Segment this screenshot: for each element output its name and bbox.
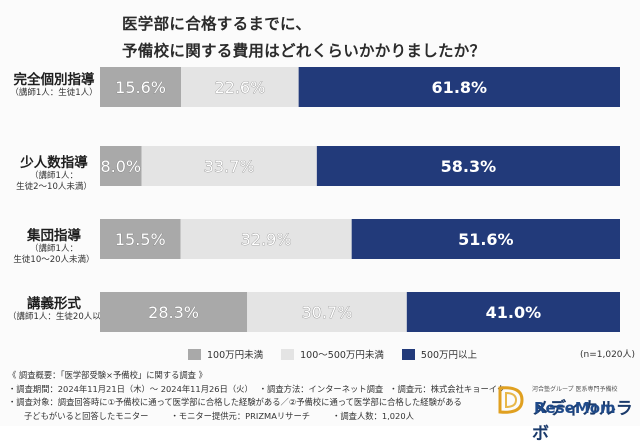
data-label-100-500-1: 33.7%	[204, 157, 255, 176]
legend-label-over-500: 500万円以上	[420, 350, 478, 361]
legend-swatch-under-100	[188, 348, 201, 360]
bar-100-500-3	[247, 292, 407, 332]
legend-swatch-100-500	[281, 348, 295, 360]
legend-item-under-100: 100万円未満	[188, 347, 263, 361]
data-label-over-500-1: 58.3%	[441, 157, 497, 176]
category-sub-1-0: （講師1人：	[30, 171, 78, 181]
category-name-1: 少人数指導	[20, 155, 88, 171]
legend-item-100-500: 100〜500万円未満	[281, 347, 384, 361]
data-label-under-100-2: 15.5%	[115, 230, 166, 249]
legend-label-100-500: 100〜500万円未満	[300, 350, 384, 361]
survey-notes: 《 調査概要：「医学部受験×予備校」に関する調査 》 ・調査期間：2024年11…	[8, 369, 505, 423]
category-label-2: 集団指導 （講師1人： 生徒10〜20人未満）	[8, 224, 100, 266]
bar-under-100-3	[100, 292, 248, 332]
notes-line-4: 子どもがいると回答したモニター ・モニター提供元：PRIZMAリサーチ ・調査人…	[8, 410, 505, 424]
legend-item-over-500: 500万円以上	[401, 347, 478, 361]
bar-100-500-1	[141, 146, 317, 186]
data-label-under-100-0: 15.6%	[115, 78, 166, 97]
notes-period: ・調査期間：2024年11月21日（木）〜 2024年11月26日（火）	[8, 383, 253, 394]
bar-100-500-0	[181, 67, 299, 107]
category-label-0: 完全個別指導 （講師1人：生徒1人）	[8, 68, 100, 99]
notes-source: ・調査元：株式会社キョーイク	[389, 383, 506, 394]
notes-line-3: ・調査対象：調査回答時に①予備校に通って医学部に合格した経験がある／②予備校に通…	[8, 397, 462, 407]
notes-count: ・調査人数：1,020人	[332, 410, 414, 421]
data-label-100-500-0: 22.6%	[214, 78, 265, 97]
category-label-3: 講義形式 （講師1人：生徒20人以上）	[8, 292, 118, 323]
bar-over-500-2	[351, 219, 620, 259]
category-sub-0-0: （講師1人：生徒1人）	[10, 88, 98, 98]
data-label-100-500-3: 30.7%	[302, 303, 353, 322]
chart-title-line1: 医学部に合格するまでに、	[122, 15, 312, 33]
data-label-over-500-0: 61.8%	[432, 78, 488, 97]
category-sub-2-1: 生徒10〜20人未満）	[13, 255, 95, 265]
data-label-over-500-3: 41.0%	[486, 303, 542, 322]
data-label-over-500-2: 51.6%	[458, 230, 514, 249]
category-name-3: 講義形式	[27, 296, 81, 312]
notes-line-1: 《 調査概要：「医学部受験×予備校」に関する調査 》	[8, 370, 207, 380]
resemom-watermark: ReseMom	[534, 399, 616, 417]
legend: 100万円未満 100〜500万円未満 500万円以上	[188, 347, 477, 361]
bar-under-100-1	[100, 146, 142, 186]
notes-target-cont: 子どもがいると回答したモニター	[24, 410, 149, 421]
legend-swatch-over-500	[401, 348, 415, 360]
bar-under-100-0	[100, 67, 182, 107]
notes-provider: ・モニター提供元：PRIZMAリサーチ	[170, 410, 311, 421]
category-sub-3-0: （講師1人：生徒20人以上）	[8, 312, 118, 322]
legend-label-under-100: 100万円未満	[207, 350, 264, 361]
chart-title-line2: 予備校に関する費用はどれくらいかかりましたか？	[122, 42, 486, 60]
notes-method: ・調査方法：インターネット調査	[258, 383, 384, 394]
notes-line-2: ・調査期間：2024年11月21日（木）〜 2024年11月26日（火） ・調査…	[8, 383, 505, 397]
category-label-1: 少人数指導 （講師1人： 生徒2〜10人未満）	[8, 151, 100, 193]
logo-mark-icon	[498, 386, 524, 414]
bar-over-500-3	[406, 292, 620, 332]
bar-over-500-1	[316, 146, 620, 186]
category-sub-2-0: （講師1人：	[30, 244, 78, 254]
category-name-2: 集団指導	[27, 228, 81, 244]
data-label-100-500-2: 32.9%	[241, 230, 292, 249]
sample-size: (n=1,020人)	[580, 350, 636, 360]
bar-100-500-2	[180, 219, 352, 259]
stacked-bar-chart: 15.6% 22.6% 61.8% 8.0% 33.7% 58.3% 15.5% 32.9% 5…	[100, 67, 620, 332]
logo-subtext: 河合塾グループ 医系専門予備校	[532, 386, 618, 393]
category-name-0: 完全個別指導	[13, 72, 95, 88]
data-label-under-100-3: 28.3%	[148, 303, 199, 322]
category-sub-1-1: 生徒2〜10人未満）	[16, 182, 92, 192]
bar-under-100-2	[100, 219, 181, 259]
data-label-under-100-1: 8.0%	[100, 157, 141, 176]
bar-over-500-0	[298, 67, 620, 107]
